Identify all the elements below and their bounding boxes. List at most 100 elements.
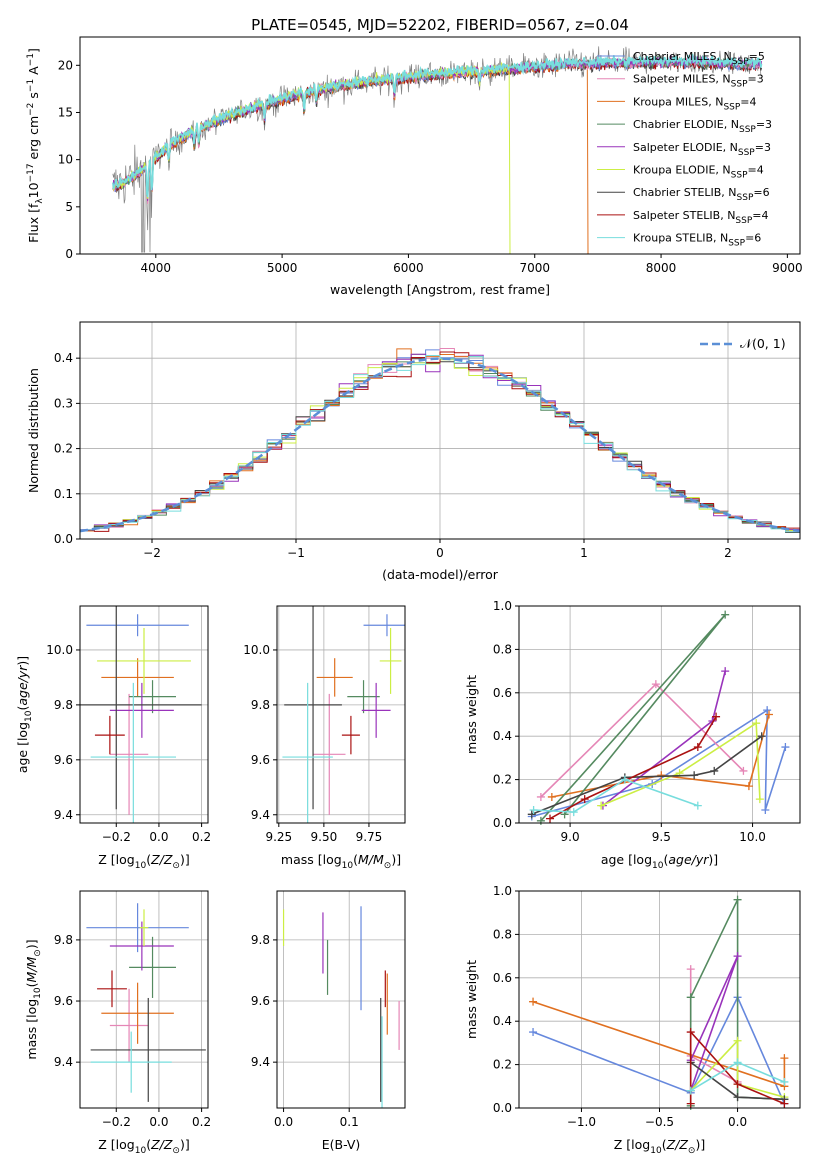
mass-weight-marker [755, 795, 764, 804]
x-tick-label: −0.2 [102, 1115, 131, 1129]
y-tick-label: 9.4 [54, 808, 73, 822]
legend-entry: Chabrier MILES, NSSP=5 [633, 50, 765, 67]
y-tick-label: 9.6 [54, 994, 73, 1008]
mass-weight-marker [733, 1093, 742, 1102]
x-tick-label: 8000 [646, 261, 677, 275]
y-tick-label: 20 [58, 58, 73, 72]
mass-weight-marker [686, 965, 695, 974]
y-tick-label: 0 [65, 247, 73, 261]
mass-weight-line [551, 714, 770, 798]
x-tick-label: −0.5 [645, 1115, 674, 1129]
x-tick-label: 0 [436, 546, 444, 560]
x-tick-label: 2 [724, 546, 732, 560]
y-tick-label: 10.0 [243, 643, 270, 657]
y-axis-label: mass weight [464, 960, 479, 1039]
y-tick-label: 0.2 [493, 773, 512, 787]
mass-weight-marker [780, 1099, 789, 1108]
mass-weight-marker [710, 766, 719, 775]
normal-reference-curve [79, 357, 801, 533]
y-tick-label: 0.8 [493, 642, 512, 656]
y-tick-label: 0.3 [54, 396, 73, 410]
mass-weight-marker [733, 1058, 742, 1067]
mass-weight-marker [686, 1086, 695, 1095]
mass-weight-marker [733, 895, 742, 904]
mass-weight-marker [780, 1077, 789, 1086]
mass-weight-marker [620, 775, 629, 784]
mass-weight-marker [686, 1028, 695, 1037]
mass-weight-line [689, 955, 739, 1091]
mass-weight-marker [761, 805, 770, 814]
mass-weight-marker [529, 1028, 538, 1037]
mass-weight-line [689, 1029, 785, 1105]
residual-histogram-step [80, 355, 800, 534]
model-spectrum-line [112, 53, 763, 198]
x-tick-label: −2 [143, 546, 161, 560]
axes-frame [518, 890, 801, 1109]
mass-weight-marker [529, 805, 538, 814]
y-tick-label: 1.0 [493, 884, 512, 898]
mass-weight-line [549, 716, 717, 820]
y-tick-label: 0.4 [493, 1014, 512, 1028]
mass-weight-marker [739, 766, 748, 775]
y-tick-label: 5 [65, 200, 73, 214]
y-tick-label: 0.2 [54, 442, 73, 456]
y-axis-label: mass [log10(M/M⊙)] [24, 939, 43, 1059]
age-vs-metallicity-panel: −0.2 0.0 0.2 9.4 9.6 9.8 10.0 Z [log10(Z/Z⊙)] ag… [15, 605, 211, 871]
x-tick-label: −1 [287, 546, 305, 560]
mass-weight-marker [547, 792, 556, 801]
mass-weight-marker [693, 743, 702, 752]
y-tick-label: 0.4 [493, 729, 512, 743]
x-tick-label: 9.50 [311, 830, 338, 844]
model-spectrum-line [112, 61, 762, 254]
y-tick-label: 0.0 [493, 1101, 512, 1115]
spectrum-panel: 4000 5000 6000 7000 8000 9000 0 5 10 15 20 waveleng… [26, 36, 803, 297]
legend-entry: Salpeter ELODIE, NSSP=3 [633, 141, 771, 158]
y-tick-label: 0.6 [493, 971, 512, 985]
legend-entry: Kroupa ELODIE, NSSP=4 [633, 164, 764, 181]
legend-entry: Chabrier STELIB, NSSP=6 [633, 186, 770, 203]
y-axis-label: age [log10(age/yr)] [15, 656, 34, 773]
x-tick-label: 6000 [393, 261, 424, 275]
x-tick-label: 4000 [141, 261, 172, 275]
x-axis-label: Z [log10(Z/Z⊙)] [614, 1137, 705, 1156]
y-tick-label: 9.8 [54, 933, 73, 947]
x-tick-label: 0.1 [340, 1115, 359, 1129]
y-tick-label: 9.8 [251, 698, 270, 712]
x-tick-label: 0.0 [728, 1115, 747, 1129]
mass-weight-marker [686, 1099, 695, 1108]
y-tick-label: 0.6 [493, 686, 512, 700]
figure-title: PLATE=0545, MJD=52202, FIBERID=0567, z=0… [251, 16, 629, 34]
mass-weight-line [533, 778, 699, 813]
x-axis-label: Z [log10(Z/Z⊙)] [98, 852, 189, 871]
legend-entry: Salpeter MILES, NSSP=3 [633, 73, 764, 90]
y-tick-label: 1.0 [493, 599, 512, 613]
x-tick-label: 9.0 [561, 830, 580, 844]
mass-weight-marker [651, 680, 660, 689]
mass-weight-marker [752, 719, 761, 728]
y-axis-label: Normed distribution [26, 368, 41, 493]
mass-weight-marker [721, 667, 730, 676]
mass-weight-marker [721, 610, 730, 619]
x-axis-label: Z [log10(Z/Z⊙)] [98, 1137, 189, 1156]
y-tick-label: 9.4 [251, 1055, 270, 1069]
y-axis-label: mass weight [464, 675, 479, 754]
x-tick-label: 1 [580, 546, 588, 560]
x-tick-label: 10.0 [739, 830, 766, 844]
y-tick-label: 9.6 [251, 753, 270, 767]
mass-weight-marker [781, 743, 790, 752]
axes-frame [79, 605, 209, 824]
massweight-vs-age-panel: 9.0 9.5 10.0 0.0 0.2 0.4 0.6 0.8 1.0 age [log10(a… [464, 599, 801, 871]
x-tick-label: 0.2 [192, 1115, 211, 1129]
model-spectrum-line [112, 60, 762, 254]
y-tick-label: 9.6 [251, 994, 270, 1008]
y-tick-label: 0.0 [493, 816, 512, 830]
mass-weight-marker [597, 801, 606, 810]
mass-weight-marker [690, 771, 699, 780]
x-tick-label: 9.75 [356, 830, 383, 844]
mass-weight-marker [733, 1080, 742, 1089]
mass-weight-line [532, 995, 786, 1105]
y-tick-label: 0.8 [493, 927, 512, 941]
y-tick-label: 9.8 [54, 698, 73, 712]
mass-weight-marker [757, 732, 766, 741]
age-vs-mass-panel: 9.25 9.50 9.75 9.4 9.6 9.8 10.0 mass [log10(M/M… [243, 605, 406, 871]
